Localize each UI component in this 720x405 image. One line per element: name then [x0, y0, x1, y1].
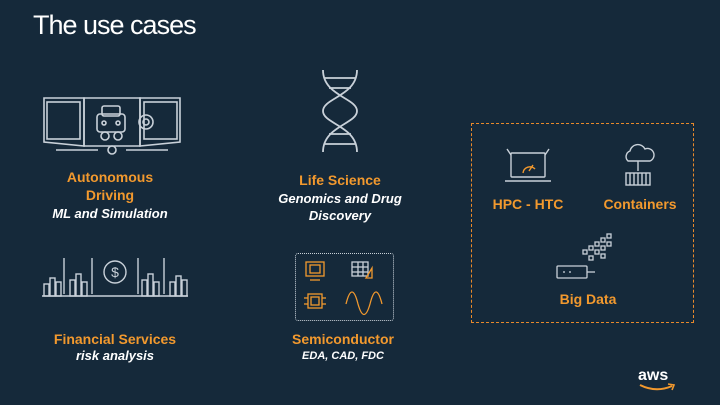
- svg-text:$: $: [111, 264, 119, 280]
- big-data-icon: [556, 233, 612, 279]
- life-science-subtitle: Genomics and Drug Discovery: [278, 191, 402, 223]
- hpc-htc-title: HPC - HTC: [492, 196, 564, 212]
- big-data-title: Big Data: [559, 291, 617, 307]
- slide-title: The use cases: [33, 10, 197, 40]
- aws-logo-text: aws: [638, 367, 669, 384]
- aws-logo: aws: [638, 368, 678, 396]
- life-science-title: Life Science: [299, 172, 381, 188]
- hpc-laptop-icon: [505, 148, 551, 182]
- autonomous-driving-title: Autonomous Driving: [66, 169, 154, 203]
- container-cloud-icon: [625, 143, 655, 186]
- chip-design-icon: [304, 261, 383, 316]
- financial-services-subtitle: risk analysis: [75, 348, 155, 363]
- autonomous-driving-subtitle: ML and Simulation: [52, 206, 168, 221]
- semiconductor-subtitle: EDA, CAD, FDC: [302, 350, 384, 362]
- aws-smile-icon: [639, 383, 676, 391]
- semiconductor-icon-box: [295, 253, 394, 321]
- semiconductor-title: Semiconductor: [292, 331, 394, 347]
- financial-services-title: Financial Services: [53, 331, 177, 347]
- car-simulation-icon: [43, 97, 181, 155]
- containers-title: Containers: [603, 196, 677, 212]
- dna-icon: [322, 69, 358, 153]
- financial-chart-icon: $: [42, 258, 188, 297]
- compute-use-cases-box: [471, 123, 694, 323]
